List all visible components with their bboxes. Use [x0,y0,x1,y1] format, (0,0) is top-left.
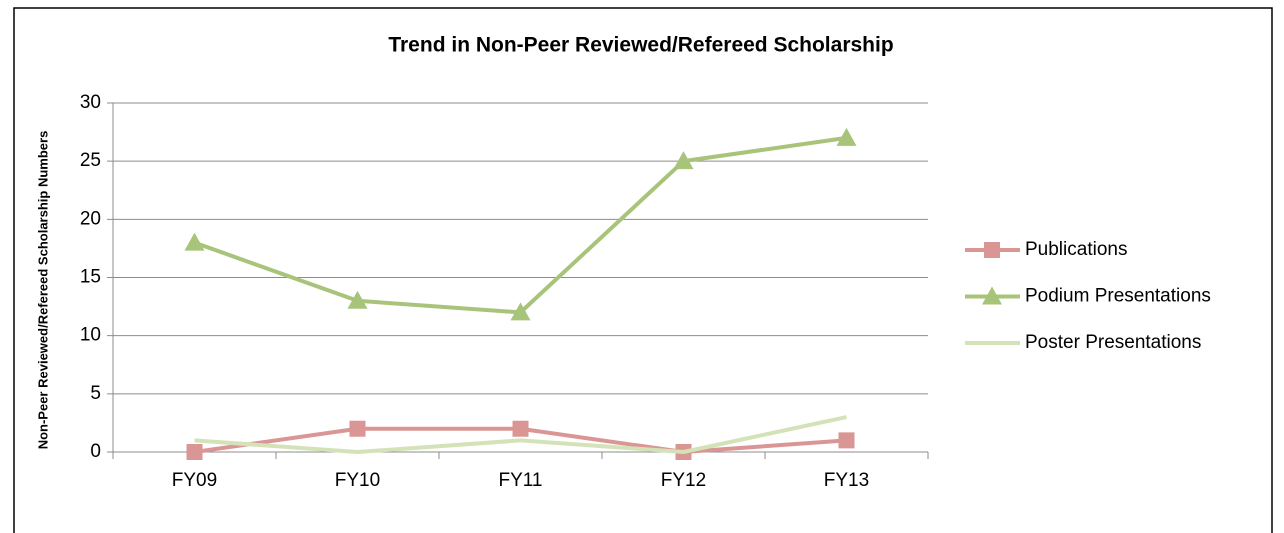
series-line [194,415,847,454]
point-marker [510,302,531,321]
x-tick-label: FY12 [661,470,706,491]
x-tick-label: FY09 [172,470,217,491]
point-marker [347,290,368,309]
legend-label: Poster Presentations [1025,332,1201,353]
y-axis-label: Non-Peer Reviewed/Refereed Scholarship N… [35,131,50,450]
point-marker [836,127,857,146]
point-marker [186,444,203,460]
point-marker [512,420,529,437]
legend-marker [982,286,1002,305]
point-marker [673,151,694,170]
chart-border [13,7,1273,533]
legend-label: Publications [1025,239,1127,260]
y-tick-label: 30 [80,92,101,113]
x-tick-label: FY11 [498,470,542,491]
y-tick-label: 5 [90,383,101,404]
y-tick-label: 0 [90,441,101,462]
x-tick-label: FY10 [335,470,380,491]
legend-label: Podium Presentations [1025,286,1211,307]
series-line [193,135,847,315]
point-marker [349,420,366,437]
legend-marker [984,242,1000,258]
point-marker [184,232,205,251]
y-tick-label: 20 [80,208,101,229]
y-tick-label: 10 [80,325,101,346]
x-tick-label: FY13 [824,470,869,491]
y-tick-label: 25 [80,150,101,171]
point-marker [838,432,855,449]
chart-title: Trend in Non-Peer Reviewed/Refereed Scho… [388,34,893,57]
y-tick-label: 15 [80,267,101,288]
